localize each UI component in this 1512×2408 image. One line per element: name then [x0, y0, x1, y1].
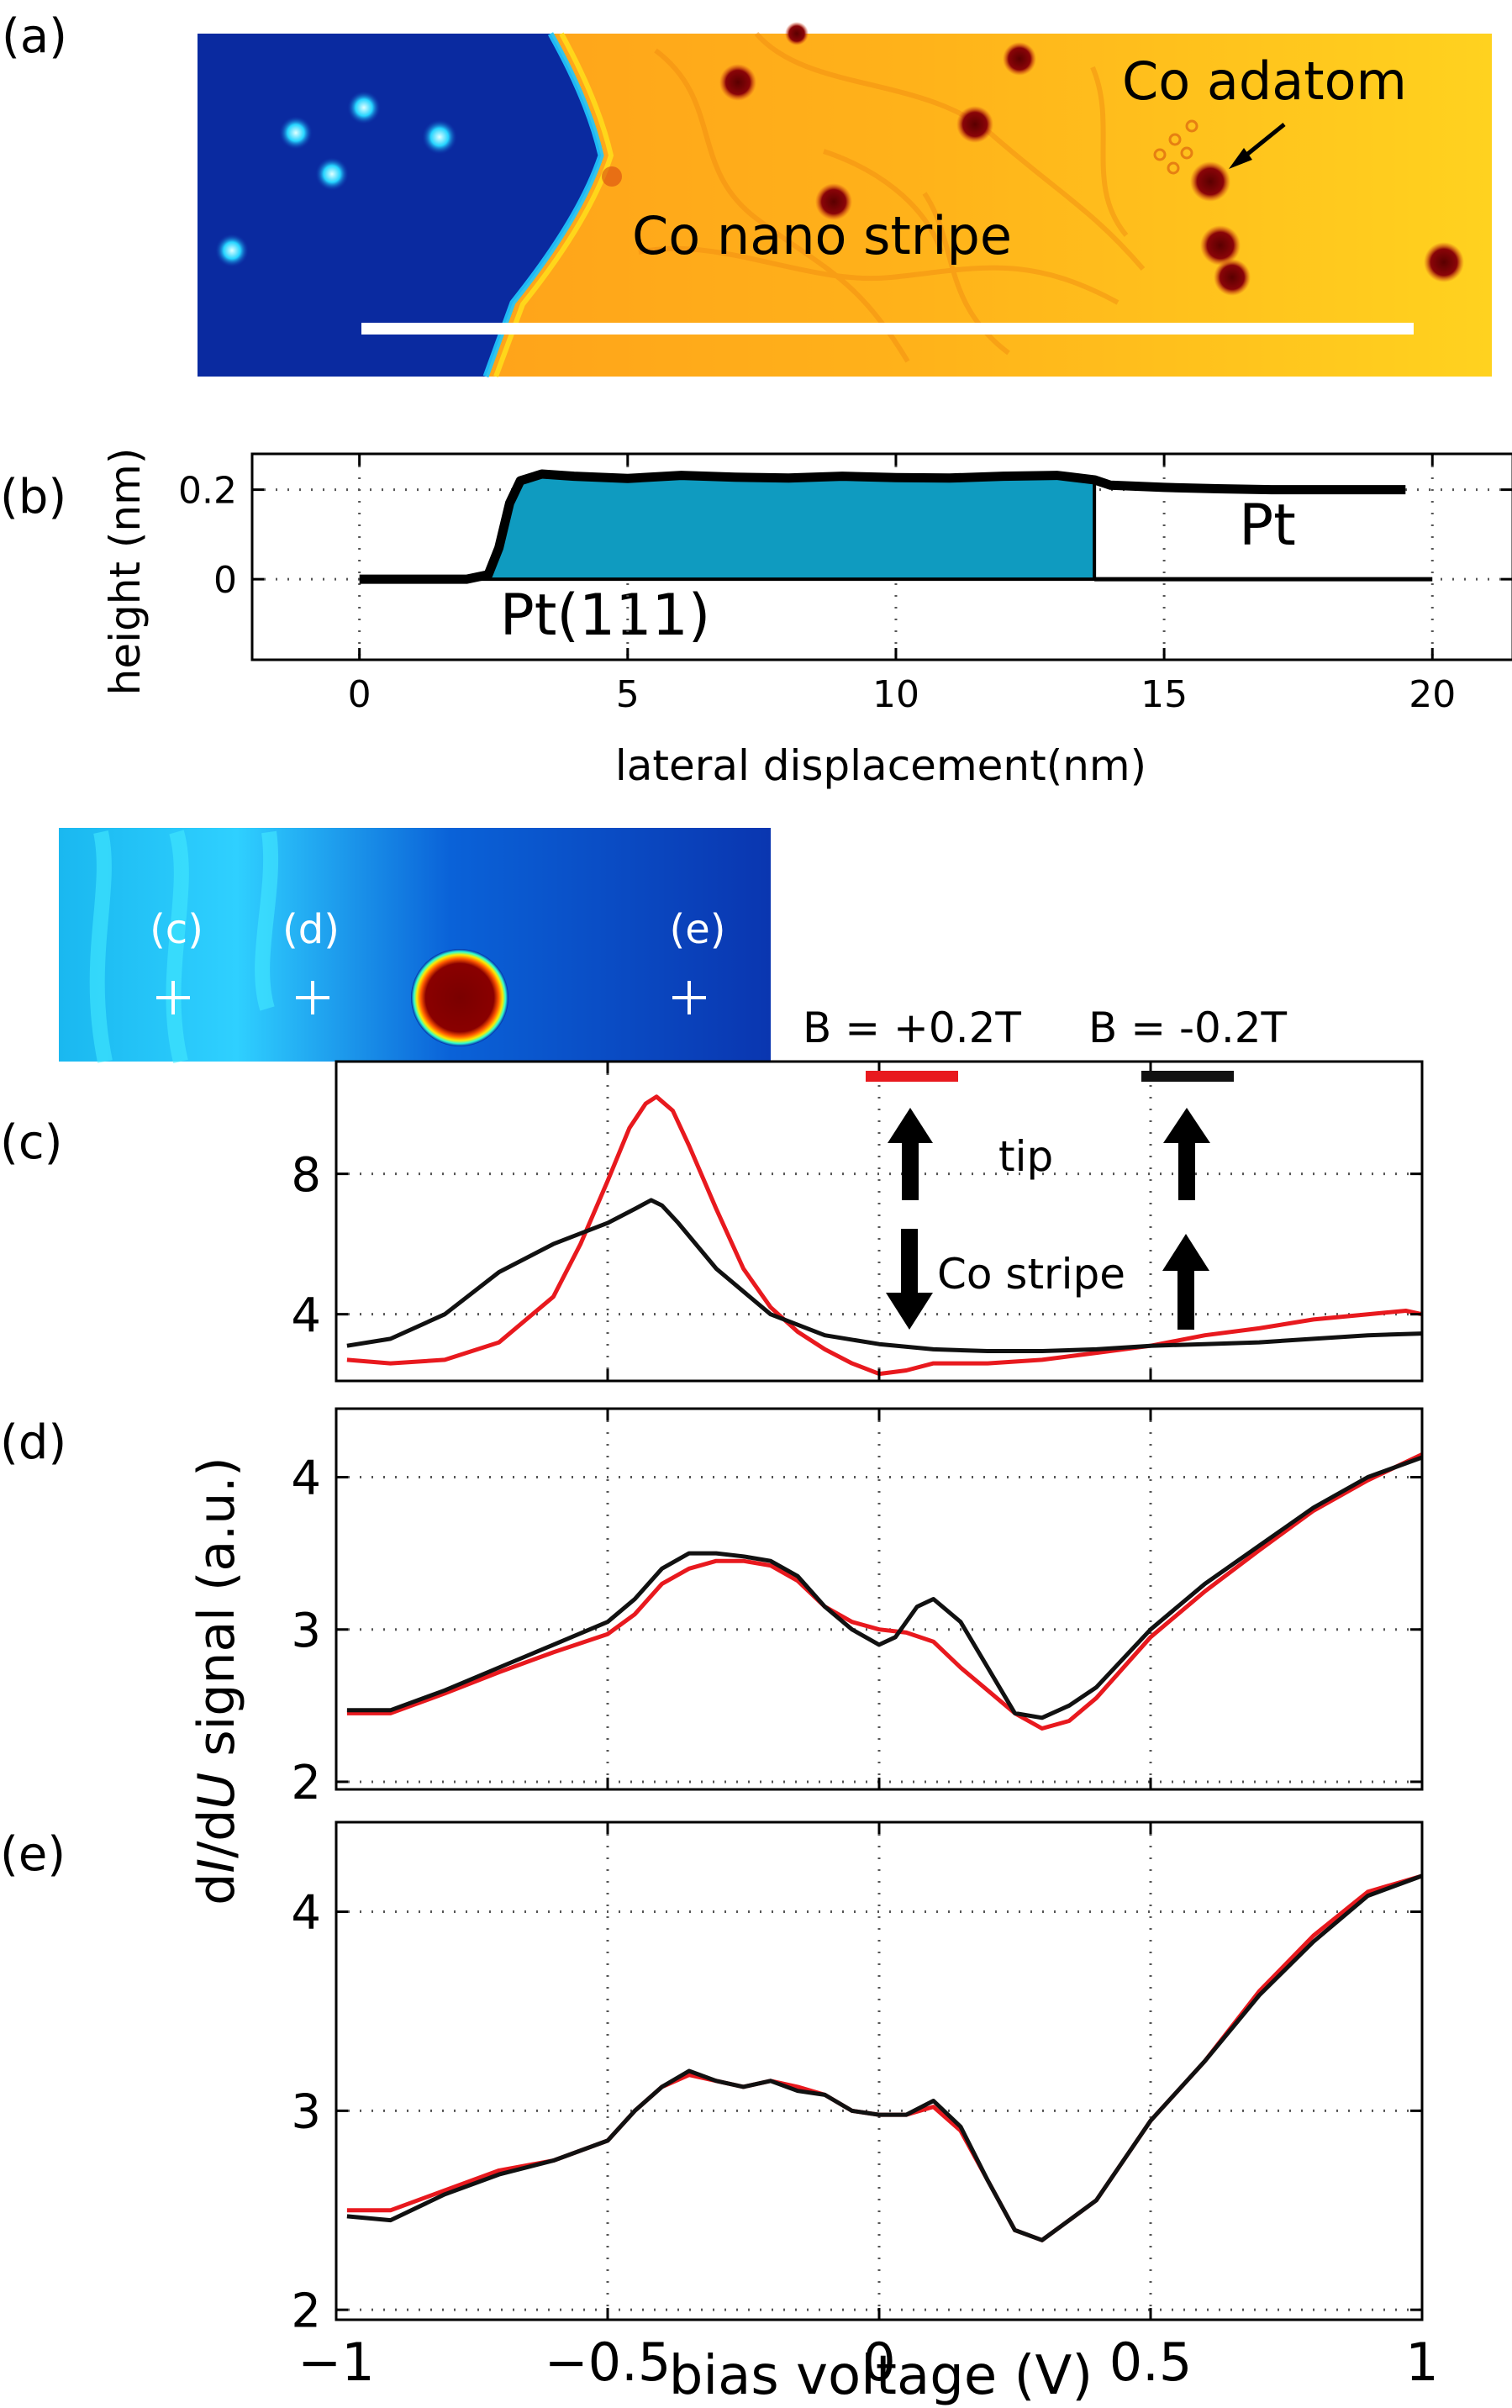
panel-label-c: (c) — [0, 1115, 62, 1170]
panel-label-a: (a) — [2, 9, 67, 64]
co-nano-stripe-label: Co nano stripe — [632, 205, 1012, 266]
xtick-label: −0.5 — [545, 2332, 672, 2393]
xtick-label: 15 — [1141, 673, 1188, 716]
series-line-d-0 — [346, 1452, 1424, 1731]
xtick-label: 0 — [862, 2332, 895, 2393]
ytick-label: 4 — [291, 1886, 321, 1941]
y-label-slash-d: /d — [187, 1810, 246, 1858]
xtick-label: 20 — [1409, 673, 1456, 716]
legend-plus-label: B = +0.2T — [803, 1004, 1021, 1052]
stripe-down-arrow-plus — [886, 1229, 933, 1330]
stripe-up-arrow-minus — [1162, 1234, 1209, 1330]
panel-label-e: (e) — [0, 1827, 66, 1882]
series-line-e-1 — [346, 1873, 1423, 2242]
y-label-rest: signal (a.u.) — [187, 1457, 246, 1772]
xtick-label: 5 — [616, 673, 640, 716]
y-label-u: U — [187, 1773, 246, 1810]
y-label-i: I — [187, 1858, 246, 1873]
co-region — [477, 472, 1097, 582]
height-profile-chart: height (nm) lateral displacement(nm) Co … — [101, 448, 1512, 790]
legend-minus-label: B = -0.2T — [1088, 1004, 1288, 1052]
spectrum-chart-e: bias voltage (V) 2 3 4 −1 −0.5 0 0.5 1 — [291, 1820, 1439, 2407]
ytick-label: 8 — [291, 1148, 321, 1203]
legend-plus-swatch — [866, 1071, 958, 1082]
xtick-label: 10 — [872, 673, 919, 716]
co-adatom-arrow — [1229, 123, 1286, 169]
ytick-label: 0 — [213, 559, 237, 602]
ytick-label: 4 — [291, 1288, 321, 1343]
plot-frame-d — [335, 1407, 1424, 1791]
chart-e-xlabel: bias voltage (V) — [669, 2345, 1093, 2407]
spectrum-chart-c: 48 — [291, 1060, 1424, 1383]
series-line-e-0 — [346, 1873, 1423, 2242]
plot-frame-b — [250, 452, 1512, 661]
xtick-label: 0 — [348, 673, 371, 716]
stm-image-inset: (c) (d) (e) — [59, 828, 771, 1064]
inset-marker-d: (d) — [282, 906, 340, 953]
inset-marker-e: (e) — [670, 906, 726, 953]
chart-b-xlabel: lateral displacement(nm) — [615, 741, 1146, 790]
inset-marker-c: (c) — [150, 906, 203, 953]
ytick-label: 2 — [291, 2284, 321, 2338]
legend: B = +0.2T B = -0.2T tip Co stripe — [803, 1004, 1288, 1330]
tip-up-arrow-plus — [888, 1108, 933, 1200]
legend-tip-label: tip — [998, 1132, 1053, 1181]
ytick-label: 2 — [291, 1756, 321, 1810]
co-adatom-label: Co adatom — [1122, 50, 1407, 112]
panel-label-d: (d) — [0, 1415, 66, 1470]
legend-minus-swatch — [1141, 1071, 1234, 1082]
chart-b-substrate-label: Pt(111) — [500, 582, 711, 649]
panel-label-b: (b) — [0, 470, 66, 524]
ytick-label: 4 — [291, 1452, 321, 1506]
chart-b-ylabel: height (nm) — [101, 448, 150, 696]
stm-image-a: Co nano stripe Co adatom — [198, 22, 1492, 378]
ytick-label: 3 — [291, 2085, 321, 2140]
series-line-d-1 — [346, 1455, 1423, 1720]
line-profile-marker — [361, 323, 1414, 335]
y-label-d1: d — [187, 1873, 246, 1905]
shared-y-label: dI/dU signal (a.u.) — [187, 1457, 246, 1905]
xtick-label: −1 — [298, 2332, 374, 2393]
tip-up-arrow-minus — [1163, 1108, 1210, 1200]
xtick-label: 1 — [1405, 2332, 1438, 2393]
ytick-label: 3 — [291, 1604, 321, 1658]
legend-stripe-label: Co stripe — [937, 1250, 1125, 1299]
series-line-c-0 — [346, 1094, 1423, 1377]
chart-b-pt-label: Pt — [1239, 493, 1296, 559]
xtick-label: 0.5 — [1109, 2332, 1193, 2393]
spectrum-chart-d: 2 3 4 — [291, 1407, 1424, 1810]
ytick-label: 0.2 — [178, 469, 237, 512]
